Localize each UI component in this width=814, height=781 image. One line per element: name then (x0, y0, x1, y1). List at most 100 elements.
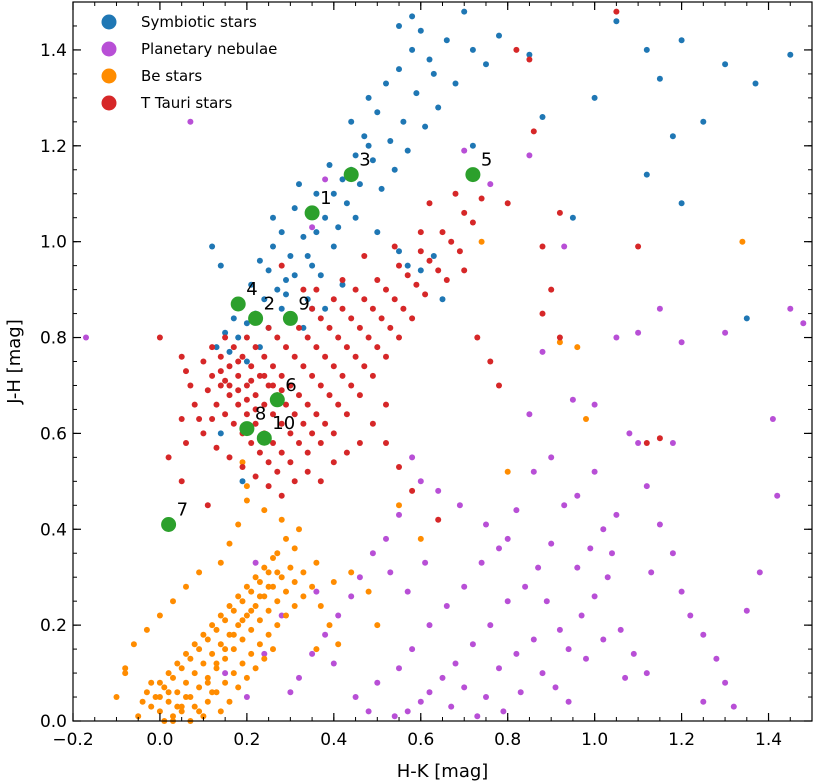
data-point (339, 305, 346, 312)
data-point (404, 588, 411, 595)
data-point (365, 708, 372, 715)
data-point (239, 459, 246, 466)
series-layer (83, 8, 807, 724)
data-point (335, 224, 342, 231)
data-point (339, 277, 346, 283)
data-point (700, 118, 707, 125)
data-point (630, 650, 637, 657)
data-point (643, 46, 650, 53)
data-point (243, 382, 250, 389)
data-point (461, 8, 468, 15)
data-point (513, 650, 520, 657)
series-1 (83, 118, 807, 720)
data-point (613, 334, 620, 341)
data-point (213, 401, 220, 408)
data-point (756, 569, 763, 576)
data-point (261, 401, 268, 408)
data-point (335, 641, 342, 648)
data-point (283, 277, 289, 283)
data-point (200, 430, 207, 437)
data-point (435, 516, 442, 523)
data-point (322, 176, 329, 183)
data-point (265, 382, 272, 389)
data-point (270, 382, 276, 389)
data-point (226, 454, 233, 461)
annotation-label: 8 (255, 404, 266, 425)
data-point (274, 622, 281, 629)
data-point (252, 392, 259, 399)
data-point (404, 147, 411, 154)
data-point (287, 564, 294, 571)
data-point (248, 377, 255, 384)
data-point (296, 324, 302, 331)
data-point (230, 646, 237, 653)
data-point (383, 535, 389, 542)
x-tick-label: 0.2 (233, 730, 260, 750)
x-tick-label: 1.2 (668, 730, 695, 750)
data-point (287, 253, 294, 259)
data-point (252, 559, 259, 566)
data-point (365, 142, 372, 149)
annotation-label: 3 (359, 150, 370, 171)
data-point (217, 641, 224, 648)
data-point (170, 598, 176, 605)
data-point (417, 267, 424, 274)
data-point (252, 603, 259, 609)
data-point (313, 588, 320, 595)
data-point (330, 363, 337, 370)
data-point (565, 646, 572, 653)
data-point (326, 162, 333, 168)
data-point (287, 430, 294, 437)
data-point (356, 392, 363, 399)
data-point (283, 535, 289, 542)
data-point (226, 698, 233, 705)
data-point (278, 387, 285, 394)
data-point (383, 440, 389, 446)
y-tick-label: 0.8 (40, 329, 67, 349)
data-point (239, 353, 246, 360)
data-point (439, 674, 446, 681)
data-point (504, 468, 511, 475)
data-point (330, 296, 337, 303)
data-point (504, 598, 511, 605)
data-point (296, 440, 302, 446)
data-point (270, 363, 276, 370)
data-point (196, 416, 203, 422)
data-point (322, 353, 329, 360)
data-point (217, 559, 224, 566)
data-point (239, 478, 246, 485)
data-point (309, 583, 316, 590)
data-point (248, 650, 255, 657)
data-point (574, 492, 581, 499)
data-point (461, 684, 468, 691)
data-point (348, 593, 355, 600)
data-point (317, 478, 324, 485)
data-point (165, 689, 172, 696)
data-point (243, 396, 250, 403)
data-point (339, 176, 346, 183)
data-point (317, 272, 324, 279)
data-point (287, 689, 294, 696)
data-point (322, 214, 329, 221)
data-point (635, 440, 642, 446)
data-point (578, 612, 585, 619)
data-point (274, 550, 281, 557)
data-point (156, 679, 163, 686)
data-point (183, 583, 189, 590)
data-point (256, 372, 263, 379)
data-point (178, 703, 185, 710)
data-point (643, 670, 650, 677)
data-point (213, 444, 220, 451)
data-point (243, 674, 250, 681)
data-point (483, 521, 489, 528)
data-point (196, 646, 203, 653)
data-point (439, 229, 446, 236)
data-point (396, 66, 402, 73)
data-point (283, 291, 289, 298)
data-point (291, 411, 298, 418)
data-point (365, 334, 372, 341)
data-point (278, 516, 285, 523)
data-point (174, 660, 181, 667)
data-point (187, 382, 194, 389)
data-point (300, 569, 307, 576)
